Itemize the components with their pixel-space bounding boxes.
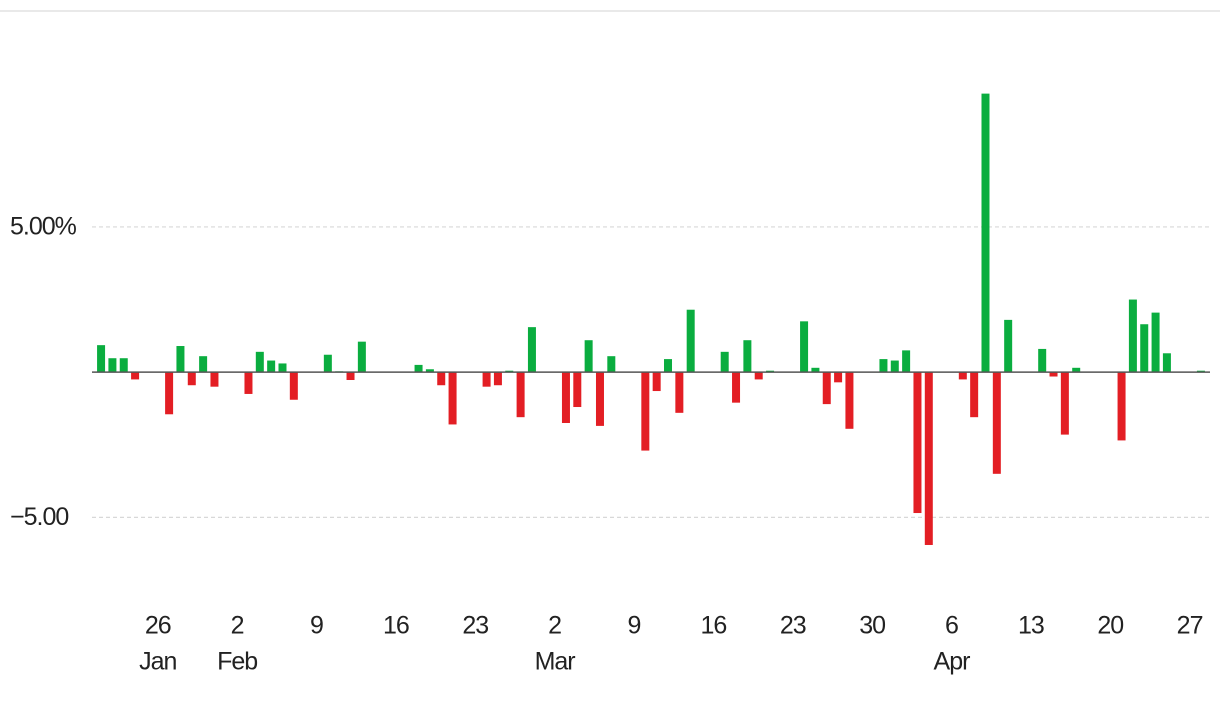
bar: [267, 360, 276, 373]
bar: [958, 372, 967, 380]
bar: [425, 369, 434, 373]
bar: [165, 372, 174, 415]
x-tick-label: 16: [383, 612, 409, 640]
bar: [675, 372, 684, 413]
bar: [970, 372, 979, 418]
bar: [902, 350, 911, 373]
bar: [346, 372, 355, 381]
x-tick-label: 6: [945, 612, 958, 640]
x-tick-label: 2: [231, 612, 244, 640]
bar: [573, 372, 582, 408]
bar: [800, 321, 809, 373]
bar: [1162, 353, 1171, 373]
bar: [652, 372, 661, 392]
month-label: Jan: [139, 648, 176, 676]
bar: [1128, 299, 1137, 373]
bar: [1117, 372, 1126, 441]
x-tick-label: 13: [1018, 612, 1044, 640]
bar: [323, 354, 332, 373]
x-tick-label: 16: [700, 612, 726, 640]
y-tick-label: 5.00%: [10, 213, 77, 241]
x-tick-label: 9: [310, 612, 323, 640]
x-tick-label: 23: [780, 612, 806, 640]
bar: [199, 356, 208, 373]
bar: [289, 372, 298, 400]
bar: [357, 341, 366, 373]
bar: [131, 372, 140, 380]
bar: [493, 372, 502, 386]
bar: [890, 360, 899, 373]
bar: [754, 372, 763, 380]
bar: [561, 372, 570, 423]
bar: [278, 363, 287, 373]
bar: [992, 372, 1001, 474]
bar: [108, 358, 117, 373]
bar: [924, 372, 933, 545]
bar: [516, 372, 525, 418]
bar: [119, 358, 128, 373]
x-tick-label: 27: [1177, 612, 1203, 640]
bar: [210, 372, 219, 387]
bar: [482, 372, 491, 387]
bar: [664, 359, 673, 373]
bar: [913, 372, 922, 514]
bar: [437, 372, 446, 386]
bar: [1038, 348, 1047, 373]
bar: [720, 351, 729, 373]
bar: [1004, 319, 1013, 373]
bar: [834, 372, 843, 383]
bar: [1140, 324, 1149, 373]
bar: [1072, 367, 1081, 373]
bar: [244, 372, 253, 394]
bar: [811, 367, 820, 373]
x-tick-label: 2: [548, 612, 561, 640]
bar: [176, 346, 185, 373]
x-tick-label: 23: [462, 612, 488, 640]
bar: [732, 372, 741, 403]
x-tick-label: 26: [145, 612, 171, 640]
bar: [187, 372, 196, 386]
bar: [822, 372, 831, 405]
y-tick-label: −5.00: [10, 503, 68, 531]
bar: [981, 93, 990, 373]
bar: [607, 356, 616, 373]
bar: [686, 309, 695, 373]
month-label: Feb: [217, 648, 257, 676]
bar: [879, 359, 888, 373]
x-tick-label: 20: [1097, 612, 1123, 640]
month-label: Mar: [535, 648, 576, 676]
bar: [641, 372, 650, 451]
bar: [584, 340, 593, 373]
bar: [595, 372, 604, 426]
bar: [1151, 312, 1160, 373]
x-tick-label: 30: [859, 612, 885, 640]
bar: [255, 351, 264, 373]
month-label: Apr: [934, 648, 971, 676]
bar: [1060, 372, 1069, 435]
bar: [448, 372, 457, 425]
x-tick-label: 9: [628, 612, 641, 640]
bar: [97, 345, 106, 373]
bar: [845, 372, 854, 429]
bar: [743, 340, 752, 373]
bar: [527, 327, 536, 373]
bar: [1049, 372, 1058, 377]
bar: [414, 364, 423, 373]
